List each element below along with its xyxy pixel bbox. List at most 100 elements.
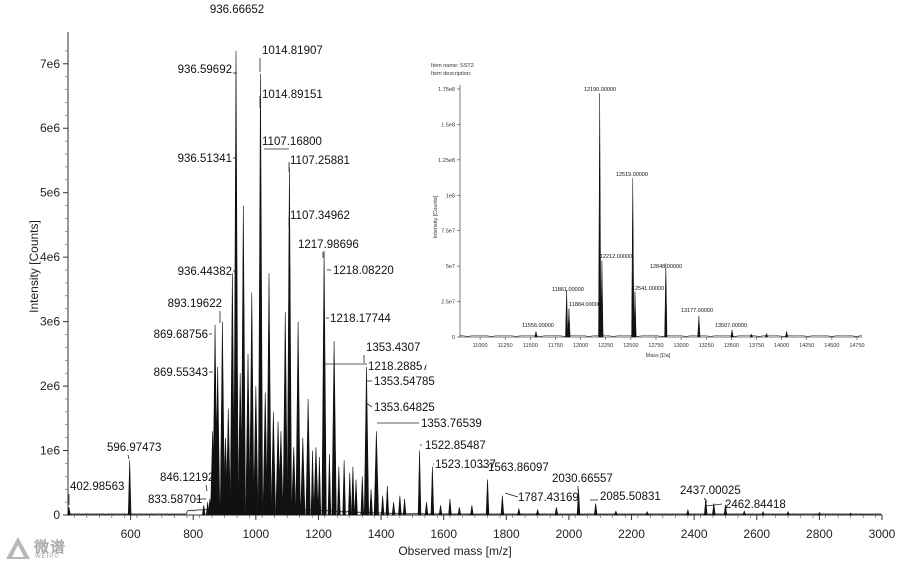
peak-annotation-label: 1218.17744	[330, 313, 391, 325]
inset-y-tick-label: 1.75e8	[438, 87, 455, 93]
spectrum-peak	[317, 456, 322, 516]
annotation-leader-line	[705, 503, 723, 507]
inset-peak	[633, 291, 637, 338]
spectrum-peak	[430, 466, 435, 516]
x-tick-label: 3000	[869, 527, 896, 541]
spectrum-peak	[373, 431, 379, 516]
peak-annotation-label: 1107.25881	[290, 155, 350, 167]
x-tick-label: 1600	[430, 527, 457, 541]
spectrum-peak	[500, 495, 505, 516]
peak-annotation-label: 936.44382	[178, 266, 232, 278]
spectrum-peak	[313, 447, 319, 516]
inset-peak-label: 12541.00000	[632, 286, 664, 292]
spectrum-peak	[686, 508, 690, 516]
peak-annotation-label: 1218.08220	[333, 265, 394, 277]
inset-peak	[600, 260, 604, 338]
inset-peak	[664, 263, 668, 338]
inset-x-tick-label: 13500	[724, 343, 739, 349]
spectrum-peak	[712, 503, 716, 516]
peak-annotation-label: 869.55343	[154, 367, 208, 379]
peak-annotation-label: 596.97473	[107, 442, 161, 454]
spectrum-peak	[363, 366, 369, 516]
spectrum-peak	[282, 311, 288, 516]
spectrum-peak	[554, 507, 559, 516]
inset-peak	[730, 329, 734, 338]
annotation-leader-line	[504, 492, 519, 498]
spectrum-peak	[202, 505, 206, 516]
x-tick-label: 2000	[556, 527, 583, 541]
spectrum-peak	[535, 508, 540, 516]
inset-x-tick-label: 13750	[749, 343, 764, 349]
spectrum-peak	[337, 466, 341, 516]
spectrum-peak	[270, 411, 276, 516]
inset-peak	[697, 315, 701, 338]
peak-annotation-label: 1014.89151	[262, 89, 323, 101]
peak-annotation-label: 1353.76539	[421, 418, 482, 430]
peak-annotation-label: 1522.85487	[425, 440, 486, 452]
inset-background	[420, 60, 872, 365]
peak-annotation-label: 1107.16800	[262, 136, 322, 148]
spectrum-peak	[245, 353, 251, 516]
spectrum-peak	[215, 366, 221, 516]
spectrum-peak	[348, 473, 352, 516]
annotation-leader-line	[127, 454, 130, 460]
inset-y-axis-title: Intensity [Counts]	[433, 195, 439, 238]
inset-deconvoluted-spectrum: Item name: SST2 Item description: 0 2.5e7 5e…	[420, 60, 872, 365]
logo-text: 微谱	[34, 538, 67, 556]
peak-annotation-label: 936.51341	[178, 153, 232, 165]
peak-annotation-label: 2030.66557	[552, 473, 613, 485]
spectrum-peak	[457, 507, 462, 516]
annotation-leader-line	[365, 402, 373, 408]
annotation-leader-line	[703, 497, 708, 503]
peak-annotation-label: 936.66652	[210, 4, 264, 16]
spectrum-peak	[305, 398, 311, 516]
peak-annotation-label: 1353.54785	[374, 376, 435, 388]
spectrum-peak	[354, 479, 358, 516]
inset-peak-label: 13507.00000	[715, 323, 747, 329]
inset-y-tick-label: 1.5e8	[441, 122, 455, 128]
x-tick-label: 2600	[743, 527, 770, 541]
y-tick-label: 5e6	[40, 186, 60, 200]
inset-peak-label: 11861.00000	[552, 287, 584, 293]
spectrum-peak	[485, 479, 490, 516]
spectrum-peak	[286, 166, 292, 516]
peak-annotation-label: 1107.34962	[290, 210, 350, 222]
inset-peak-label: 12519.00000	[616, 172, 648, 178]
inset-x-tick-label: 14750	[849, 343, 864, 349]
inset-peak	[598, 93, 602, 338]
spectrum-peak	[278, 431, 284, 516]
inset-x-tick-label: 12250	[598, 343, 613, 349]
main-mass-spectrum: 0 1e6 2e6 3e6 4e6 5e6 6e6 7e6 600 800 1000 1200 1400…	[27, 4, 896, 558]
inset-x-tick-label: 12000	[573, 343, 588, 349]
spectrum-peak	[417, 450, 422, 516]
inset-y-tick-label: 1e8	[446, 193, 455, 199]
inset-peak-label: 12190.00000	[584, 87, 616, 93]
peak-annotation-label: 2437.00025	[680, 485, 741, 497]
spectrum-peak	[438, 505, 443, 516]
inset-y-tick-label: 0	[452, 335, 455, 341]
spectrum-peak	[761, 511, 765, 516]
spectrum-peak	[448, 498, 452, 516]
x-tick-label: 2400	[681, 527, 708, 541]
inset-x-tick-label: 11000	[473, 343, 488, 349]
inset-peak	[631, 178, 635, 338]
peak-annotation-label: 1217.98696	[298, 239, 359, 251]
x-tick-label: 1800	[493, 527, 520, 541]
inset-item-name: Item name: SST2	[431, 63, 474, 69]
spectrum-peak	[848, 512, 853, 516]
peak-annotation-label: 1353.64825	[374, 402, 435, 414]
spectrum-peak	[262, 392, 268, 516]
inset-x-tick-label: 14250	[799, 343, 814, 349]
peak-annotation-label: 1014.81907	[262, 45, 323, 57]
inset-x-tick-label: 13250	[699, 343, 714, 349]
inset-peak	[534, 331, 538, 338]
inset-x-tick-label: 11500	[523, 343, 538, 349]
y-tick-label: 3e6	[40, 315, 60, 329]
peak-annotation-label: 402.98563	[70, 481, 124, 493]
inset-peak	[785, 331, 789, 338]
inset-baseline	[459, 334, 863, 337]
inset-peak	[565, 290, 569, 338]
inset-x-tick-label: 12500	[623, 343, 638, 349]
spectrum-peak	[645, 511, 650, 516]
peak-annotation-label: 2085.50831	[600, 491, 661, 503]
